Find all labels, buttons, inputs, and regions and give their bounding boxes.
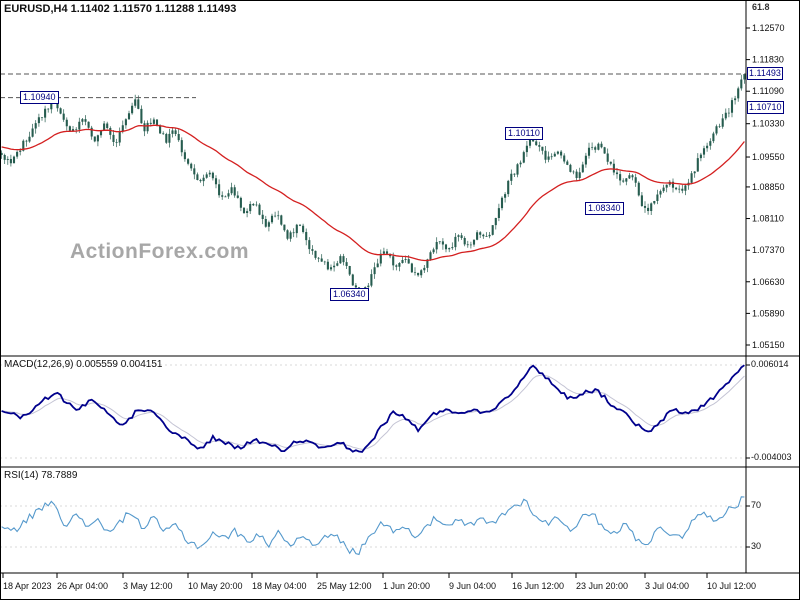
- price-axis-label: 1.07370: [752, 245, 785, 255]
- price-axis-label: 1.06630: [752, 277, 785, 287]
- macd-signal-line: [1, 374, 745, 450]
- x-axis-label: 1 Jun 20:00: [383, 581, 430, 591]
- candlestick-bodies: [0, 74, 746, 294]
- x-axis-label: 3 Jul 04:00: [645, 581, 689, 591]
- price-axis-label: 1.08850: [752, 182, 785, 192]
- x-axis-label: 16 Jun 12:00: [512, 581, 564, 591]
- rsi-line: [1, 496, 745, 556]
- x-axis-label: 26 Apr 04:00: [57, 581, 108, 591]
- macd-main-line: [1, 364, 745, 453]
- level-price-axis-label: 1.10710: [747, 101, 784, 114]
- price-axis-label: 1.09550: [752, 152, 785, 162]
- macd-title: MACD(12,26,9) 0.005559 0.004151: [4, 359, 163, 370]
- macd-upper-axis-label: 0.006014: [751, 359, 789, 369]
- actionforex-watermark: ActionForex.com: [70, 240, 250, 263]
- x-axis-label: 18 Apr 2023: [3, 581, 52, 591]
- price-axis-label: 1.11090: [752, 86, 784, 96]
- x-axis-label: 25 May 12:00: [317, 581, 372, 591]
- price-axis-label: 1.05150: [752, 340, 785, 350]
- x-axis-label: 10 May 20:00: [188, 581, 243, 591]
- price-axis-label: 1.11830: [752, 55, 784, 65]
- price-axis-label: 1.10330: [752, 119, 785, 129]
- x-axis-label: 3 May 12:00: [123, 581, 173, 591]
- price-axis-label: 1.08110: [752, 214, 784, 224]
- marker-1-10940[interactable]: 1.10940: [20, 91, 59, 104]
- price-axis-label: 1.05890: [752, 308, 785, 318]
- rsi-title: RSI(14) 78.7889: [4, 470, 78, 481]
- marker-1-10110[interactable]: 1.10110: [505, 127, 543, 140]
- moving-average-line: [1, 124, 745, 262]
- x-axis-label: 23 Jun 20:00: [576, 581, 628, 591]
- rsi-70-axis-label: 70: [751, 500, 762, 510]
- chart-title-ohlc: EURUSD,H4 1.11402 1.11570 1.11288 1.1149…: [4, 3, 237, 15]
- x-axis-label: 18 May 04:00: [252, 581, 307, 591]
- rsi-30-axis-label: 30: [751, 541, 762, 551]
- price-axis-label: 1.12570: [752, 23, 785, 33]
- current-price-axis-label: 1.11493: [747, 67, 783, 80]
- marker-1-08340[interactable]: 1.08340: [585, 202, 624, 215]
- macd-lower-axis-label: -0.004003: [751, 452, 792, 462]
- x-axis-label: 9 Jun 04:00: [449, 581, 496, 591]
- candlestick-wicks: [1, 73, 745, 297]
- fib-level-label: 61.8: [752, 2, 770, 12]
- marker-1-06340[interactable]: 1.06340: [330, 288, 369, 301]
- x-axis-label: 10 Jul 12:00: [707, 581, 756, 591]
